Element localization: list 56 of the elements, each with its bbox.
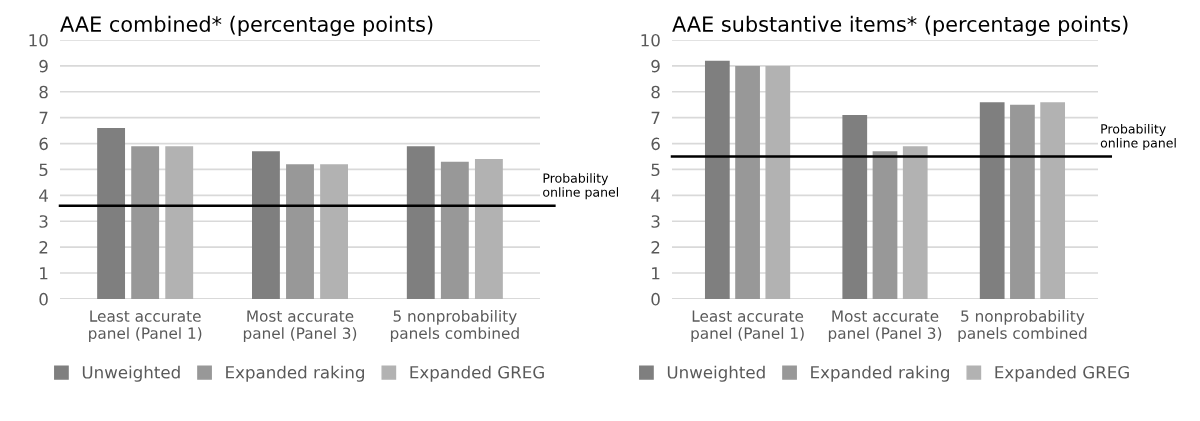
y-tick-label: 8	[39, 85, 48, 99]
legend-label: Expanded GREG	[995, 365, 1129, 382]
y-tick-label: 3	[651, 215, 660, 228]
ref-line-label: Probability online panel	[543, 173, 619, 200]
chart-title: AAE combined* (percentage points)	[60, 15, 433, 36]
y-tick-label: 7	[651, 111, 660, 124]
ref-line-label: Probability online panel	[1100, 123, 1176, 151]
bar	[286, 164, 314, 299]
x-tick-label: Least accurate panel (Panel 1)	[89, 310, 202, 342]
y-tick-label: 6	[39, 137, 48, 151]
bar	[1040, 102, 1066, 299]
y-tick-label: 3	[39, 215, 48, 228]
bar	[704, 60, 730, 299]
legend-label: Unweighted	[667, 365, 765, 382]
legend-label: Expanded raking	[226, 365, 364, 382]
y-tick-label: 4	[651, 189, 660, 202]
x-tick-label: Most accurate panel (Panel 3)	[828, 310, 942, 342]
y-tick-label: 1	[40, 267, 48, 280]
bar	[406, 146, 435, 299]
y-tick-label: 7	[39, 111, 48, 124]
bar	[842, 115, 868, 299]
bar	[474, 159, 503, 299]
y-tick-label: 0	[651, 292, 660, 306]
chart-title: AAE substantive items* (percentage points)	[672, 15, 1128, 36]
y-tick-label: 9	[39, 59, 48, 73]
bar	[252, 151, 280, 299]
y-tick-label: 5	[651, 163, 660, 177]
y-tick-label: 10	[29, 33, 48, 47]
bar	[735, 65, 760, 299]
x-tick-label: Most accurate panel (Panel 3)	[243, 310, 357, 342]
y-tick-label: 5	[39, 163, 48, 177]
legend-label: Expanded GREG	[410, 365, 544, 382]
bar	[131, 146, 160, 299]
bar	[765, 65, 791, 299]
bar	[1010, 104, 1035, 299]
y-tick-label: 4	[39, 189, 48, 202]
y-tick-label: 9	[651, 59, 660, 73]
x-tick-label: 5 nonprobability panels combined	[390, 310, 519, 342]
y-tick-label: 10	[641, 33, 660, 47]
y-tick-label: 2	[39, 241, 48, 254]
bar	[902, 146, 928, 299]
y-tick-label: 1	[652, 267, 660, 280]
bar	[320, 164, 348, 299]
y-tick-label: 0	[39, 292, 48, 306]
bar	[979, 102, 1005, 299]
legend-label: Expanded raking	[811, 365, 949, 382]
legend-label: Unweighted	[82, 365, 180, 382]
bar	[97, 128, 126, 299]
x-tick-label: Least accurate panel (Panel 1)	[691, 310, 804, 342]
y-tick-label: 8	[651, 85, 660, 99]
y-tick-label: 6	[651, 137, 660, 151]
bar	[165, 146, 194, 299]
bar	[440, 161, 469, 299]
bar	[872, 151, 898, 299]
x-tick-label: 5 nonprobability panels combined	[958, 310, 1087, 342]
y-tick-label: 2	[651, 241, 660, 254]
